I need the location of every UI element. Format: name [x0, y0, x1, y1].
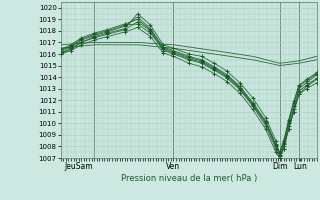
- X-axis label: Pression niveau de la mer( hPa ): Pression niveau de la mer( hPa ): [121, 174, 257, 183]
